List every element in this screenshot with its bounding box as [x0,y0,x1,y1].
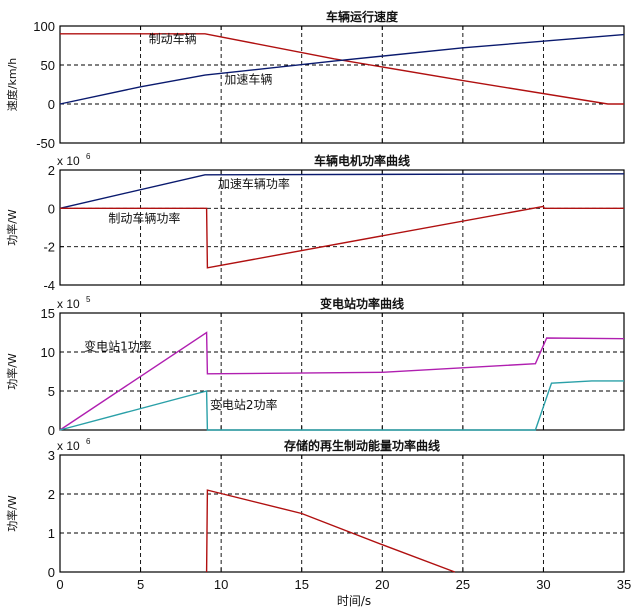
x-axis-label: 时间/s [337,594,371,608]
y-tick-label: 100 [33,19,55,34]
y-axis-label: 功率/W [5,209,19,246]
y-tick-label: 0 [48,201,55,216]
y-exponent-base: x 10 [57,154,80,168]
series-annotation-1: 变电站1功率 [84,338,152,353]
panel-title: 车辆电机功率曲线 [314,153,410,168]
x-tick-label: 35 [617,577,631,592]
y-axis-label: 功率/W [5,495,19,532]
x-tick-label: 20 [375,577,389,592]
series-line-1 [205,489,456,573]
y-tick-label: 0 [48,97,55,112]
plot-area [59,169,625,286]
panel-title: 变电站功率曲线 [320,296,404,311]
series-line-2 [60,205,624,269]
series-line-2 [59,380,624,431]
y-axis-label: 功率/W [5,353,19,390]
x-tick-label: 0 [56,577,63,592]
plot-area [59,312,625,431]
y-tick-label: 2 [48,163,55,178]
x-tick-label: 15 [294,577,308,592]
y-exponent-base: x 10 [57,439,80,453]
y-tick-label: 50 [41,58,55,73]
series-annotation-1: 制动车辆 [149,31,197,46]
y-tick-label: 1 [48,526,55,541]
y-exponent-power: 6 [86,152,91,161]
y-axis-label: 速度/km/h [5,58,19,111]
x-tick-label: 30 [536,577,550,592]
series-line-1 [59,331,625,431]
y-tick-label: 3 [48,448,55,463]
y-tick-label: -4 [43,278,55,293]
series-line-2 [59,33,625,105]
y-exponent-base: x 10 [57,297,80,311]
series-annotation-2: 变电站2功率 [210,397,278,412]
x-tick-label: 10 [214,577,228,592]
y-exponent-power: 6 [86,437,91,446]
plot-area [59,25,625,144]
y-tick-label: 15 [41,306,55,321]
series-annotation-2: 制动车辆功率 [108,211,180,226]
y-tick-label: -2 [43,240,55,255]
y-tick-label: 5 [48,384,55,399]
y-exponent-power: 5 [86,295,91,304]
panel-title: 车辆运行速度 [326,9,399,24]
y-tick-label: 0 [48,423,55,438]
series-annotation-1: 加速车辆功率 [218,176,290,191]
panel-title: 存储的再生制动能量功率曲线 [283,438,440,453]
x-tick-label: 25 [456,577,470,592]
series-line-1 [59,173,625,209]
y-tick-label: 0 [48,565,55,580]
plot-area [59,454,625,573]
series-annotation-2: 加速车辆 [224,72,272,87]
y-tick-label: -50 [36,136,55,151]
x-tick-label: 5 [137,577,144,592]
series-line-1 [60,33,624,105]
y-tick-label: 10 [41,345,55,360]
y-tick-label: 2 [48,487,55,502]
